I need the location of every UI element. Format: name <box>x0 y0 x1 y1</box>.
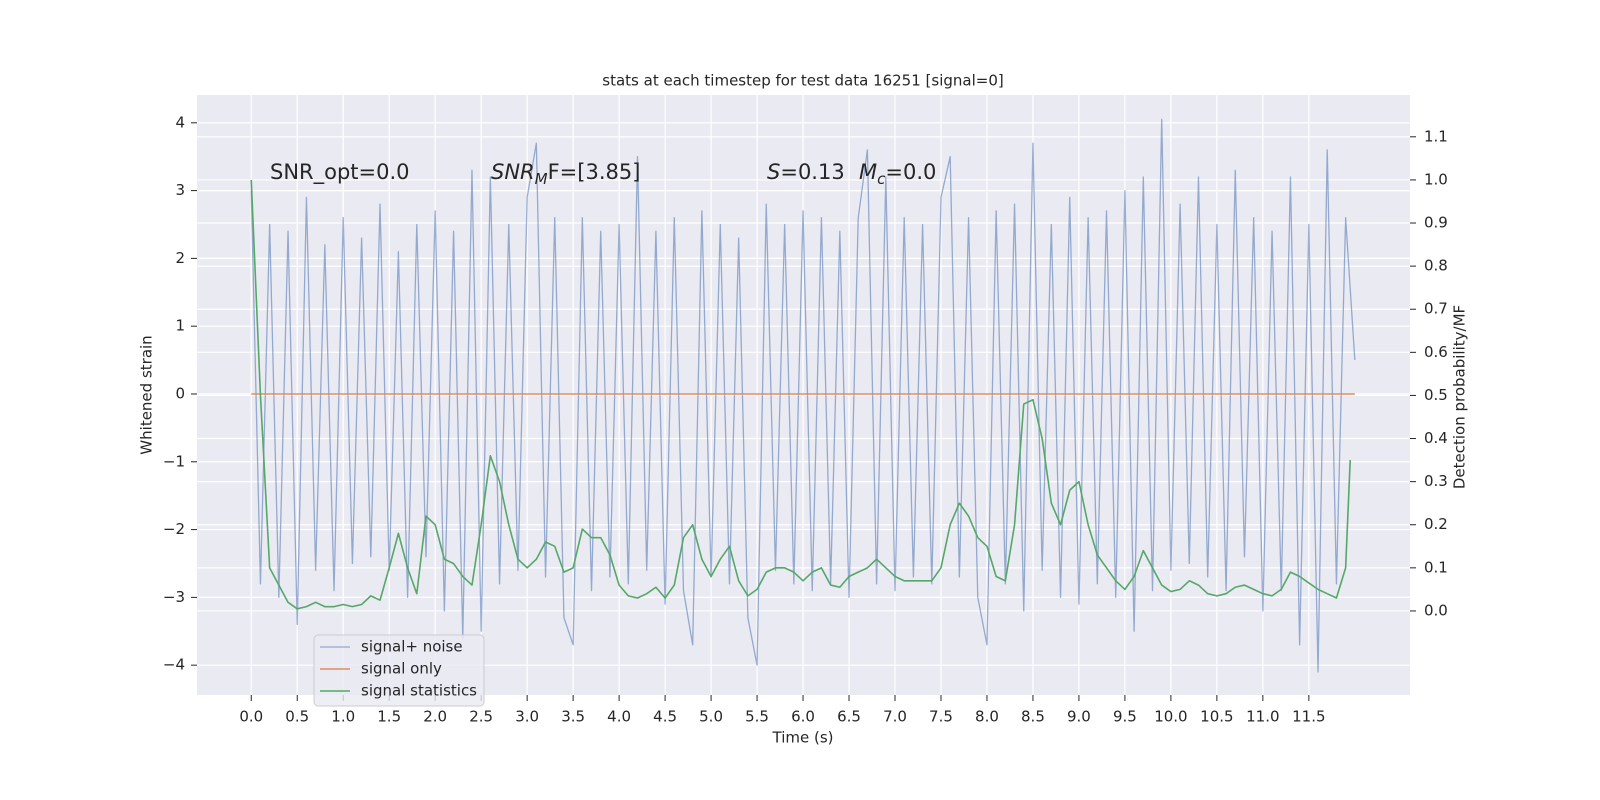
x-tick-label: 4.5 <box>653 708 677 726</box>
annotation-main: S <box>767 160 780 184</box>
y-tick-label: −1 <box>163 452 185 470</box>
annotation: Mc=0.0 <box>859 160 936 188</box>
y-tick-label: −3 <box>163 588 185 606</box>
x-tick-label: 11.5 <box>1292 708 1325 726</box>
x-tick-label: 5.0 <box>699 708 723 726</box>
series-line <box>250 179 1352 610</box>
y-axis-label: Whitened strain <box>138 335 156 454</box>
y2-tick-label: 0.4 <box>1424 429 1448 447</box>
x-tick-label: 7.0 <box>883 708 907 726</box>
x-tick-label: 3.0 <box>515 708 539 726</box>
y2-tick-label: 0.1 <box>1424 558 1448 576</box>
y-tick-label: 0 <box>175 384 185 402</box>
annotation-sub: M <box>535 170 548 188</box>
annotation-sub: c <box>877 170 886 188</box>
x-tick-label: 10.0 <box>1154 708 1187 726</box>
annotation: S=0.13 <box>767 160 845 184</box>
y-tick-label: 3 <box>175 181 185 199</box>
annotation-main: M <box>859 160 877 184</box>
x-axis-label: Time (s) <box>772 729 834 747</box>
x-tick-label: 1.5 <box>377 708 401 726</box>
x-tick-label: 3.5 <box>561 708 585 726</box>
x-tick-label: 8.0 <box>975 708 999 726</box>
x-tick-label: 2.0 <box>423 708 447 726</box>
x-tick-label: 0.5 <box>285 708 309 726</box>
x-tick-label: 10.5 <box>1200 708 1233 726</box>
annotation-main: SNR <box>491 160 535 184</box>
annotation-tail: =0.0 <box>885 160 936 184</box>
x-tick-label: 9.5 <box>1113 708 1137 726</box>
x-tick-label: 11.0 <box>1246 708 1279 726</box>
y2-tick-label: 0.0 <box>1424 601 1448 619</box>
y-tick-label: 1 <box>175 317 185 335</box>
x-tick-label: 8.5 <box>1021 708 1045 726</box>
annotation-tail: =0.13 <box>780 160 844 184</box>
x-tick-label: 4.0 <box>607 708 631 726</box>
y-tick-label: 2 <box>175 249 185 267</box>
x-tick-label: 0.0 <box>239 708 263 726</box>
annotation-tail: F=[3.85] <box>548 160 641 184</box>
x-tick-label: 6.5 <box>837 708 861 726</box>
x-tick-label: 6.0 <box>791 708 815 726</box>
annotation: SNR_opt=0.0 <box>270 160 410 185</box>
y2-tick-label: 0.2 <box>1424 515 1448 533</box>
legend: signal+ noise signal only signal statistic… <box>313 634 485 707</box>
y-tick-label: −2 <box>163 520 185 538</box>
y2-tick-label: 0.8 <box>1424 257 1448 275</box>
y2-tick-label: 0.5 <box>1424 386 1448 404</box>
y2-tick-label: 0.6 <box>1424 343 1448 361</box>
y2-tick-label: 1.1 <box>1424 127 1448 145</box>
chart-title: stats at each timestep for test data 162… <box>602 72 1003 90</box>
legend-box <box>313 634 485 707</box>
y2-axis-label: Detection probability/MF <box>1451 305 1469 489</box>
x-tick-label: 7.5 <box>929 708 953 726</box>
x-tick-label: 2.5 <box>469 708 493 726</box>
legend-label: signal only <box>361 660 442 678</box>
legend-label: signal statistics <box>361 682 477 700</box>
legend-label: signal+ noise <box>361 638 463 656</box>
x-tick-label: 1.0 <box>331 708 355 726</box>
y2-tick-label: 0.9 <box>1424 214 1448 232</box>
annotation: SNRMF=[3.85] <box>491 160 640 188</box>
x-tick-label: 9.0 <box>1067 708 1091 726</box>
series-line <box>250 118 1356 673</box>
x-tick-label: 5.5 <box>745 708 769 726</box>
y2-tick-label: 0.7 <box>1424 300 1448 318</box>
y2-tick-label: 0.3 <box>1424 472 1448 490</box>
y-tick-label: −4 <box>163 656 185 674</box>
y-tick-label: 4 <box>175 113 185 131</box>
y2-tick-label: 1.0 <box>1424 170 1448 188</box>
